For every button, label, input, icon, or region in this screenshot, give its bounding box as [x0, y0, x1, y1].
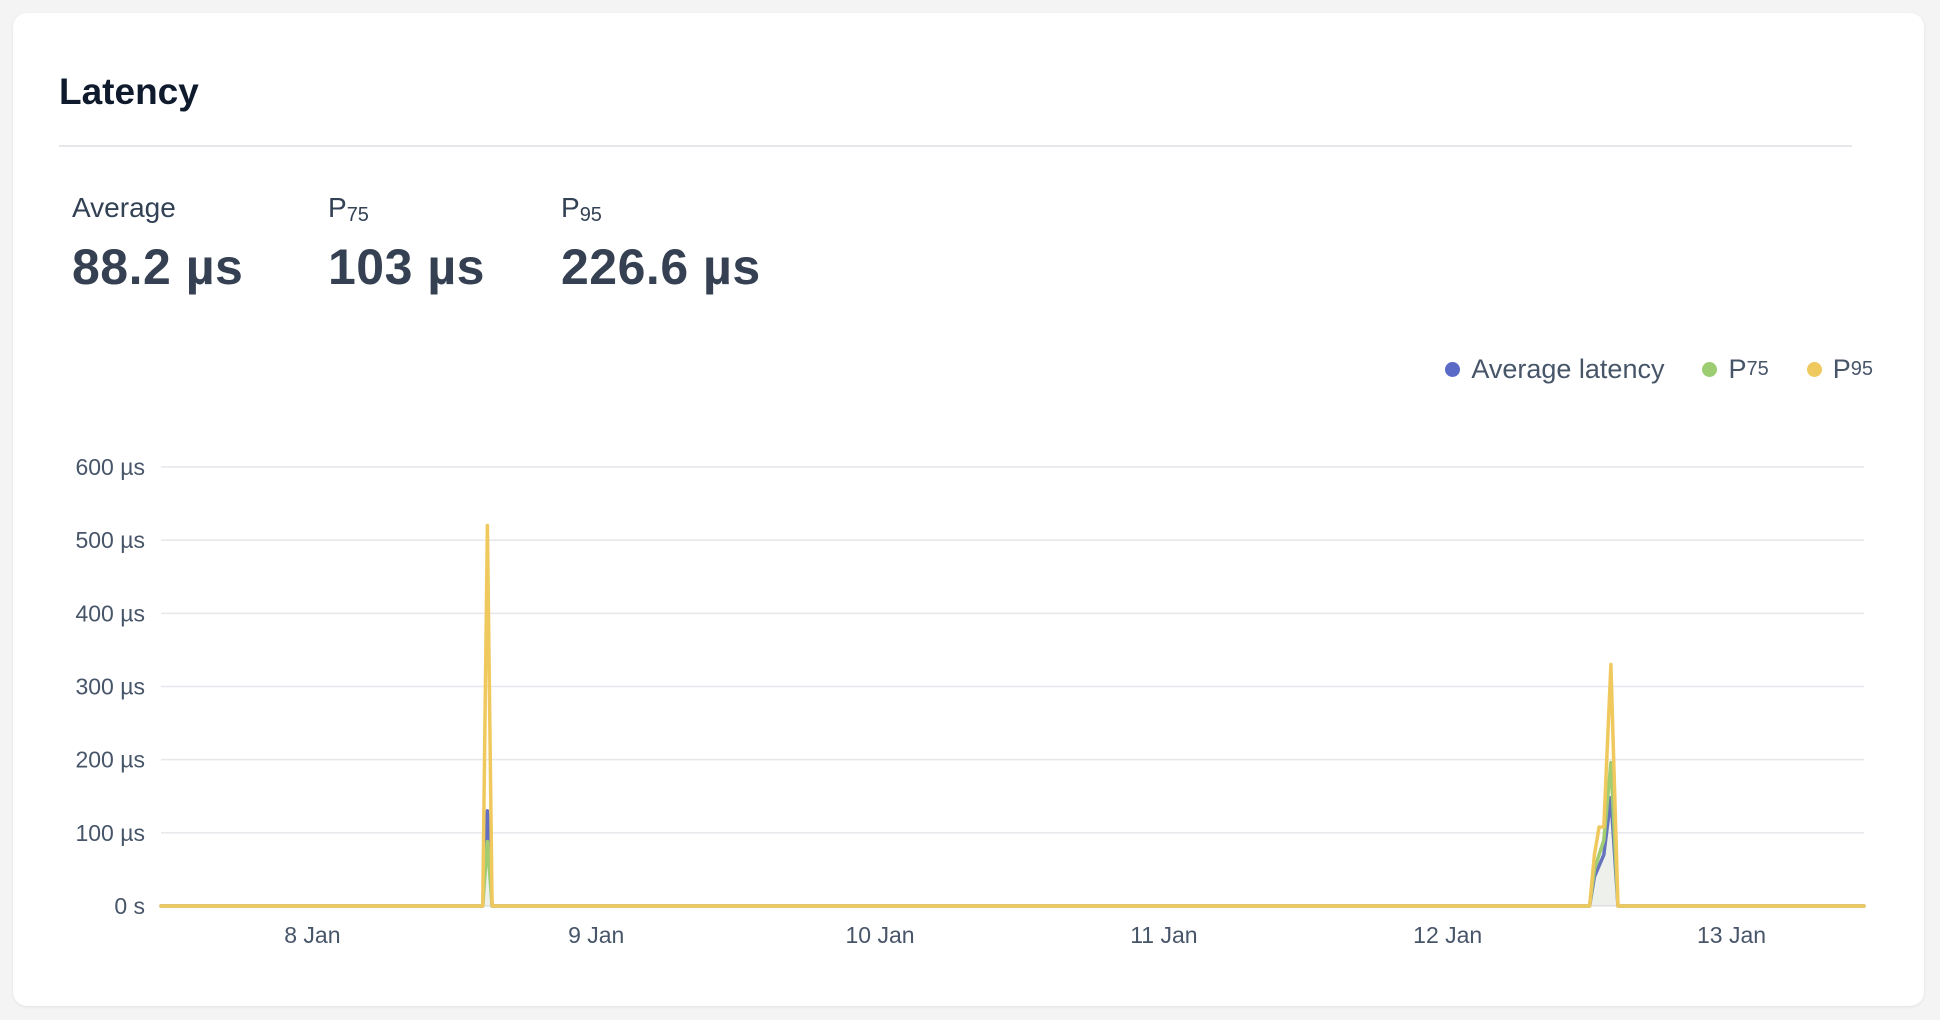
stat-p75-label: P75: [328, 192, 369, 226]
stat-p95: P95 226.6 µs: [561, 190, 761, 296]
y-tick-label: 0 s: [114, 893, 145, 919]
stat-p75-value: 103 µs: [328, 239, 485, 295]
card-title: Latency: [59, 71, 199, 112]
legend-dot-p95: [1806, 362, 1822, 377]
legend-dot-average-latency: [1445, 362, 1461, 377]
x-tick-label: 8 Jan: [284, 922, 340, 948]
title-divider: [59, 145, 1852, 147]
stat-average: Average 88.2 µs: [72, 190, 243, 296]
stat-p95-label: P95: [561, 192, 602, 226]
chart-series: [159, 523, 1866, 908]
series-line-2: [159, 523, 1866, 908]
x-tick-label: 13 Jan: [1697, 922, 1766, 948]
stat-average-value: 88.2 µs: [72, 239, 244, 295]
x-tick-label: 10 Jan: [846, 922, 915, 948]
x-tick-label: 12 Jan: [1413, 922, 1482, 948]
chart-legend: Average latency P 75 P 95: [1445, 354, 1873, 385]
legend-item-p95[interactable]: P 95: [1806, 354, 1873, 385]
y-axis-tick-labels: 0 s 100 µs 200 µs 300 µs 400 µs 500 µs 600 µs: [75, 454, 145, 919]
y-tick-label: 300 µs: [75, 674, 145, 700]
x-tick-label: 11 Jan: [1130, 922, 1197, 948]
y-tick-label: 500 µs: [75, 527, 145, 553]
y-tick-label: 400 µs: [75, 600, 145, 626]
stat-p95-value: 226.6 µs: [561, 239, 761, 295]
stat-average-label: Average: [72, 192, 176, 223]
y-tick-label: 600 µs: [75, 454, 145, 480]
legend-dot-p75: [1702, 362, 1718, 377]
stat-p75: P75 103 µs: [328, 190, 485, 296]
x-axis-tick-labels: 8 Jan 9 Jan 10 Jan 11 Jan 12 Jan 13 Jan: [284, 922, 1766, 948]
legend-item-average-latency[interactable]: Average latency: [1445, 354, 1664, 385]
x-tick-label: 9 Jan: [568, 922, 624, 948]
y-tick-label: 200 µs: [75, 747, 145, 773]
legend-item-p75[interactable]: P 75: [1702, 354, 1769, 385]
y-tick-label: 100 µs: [75, 820, 145, 846]
